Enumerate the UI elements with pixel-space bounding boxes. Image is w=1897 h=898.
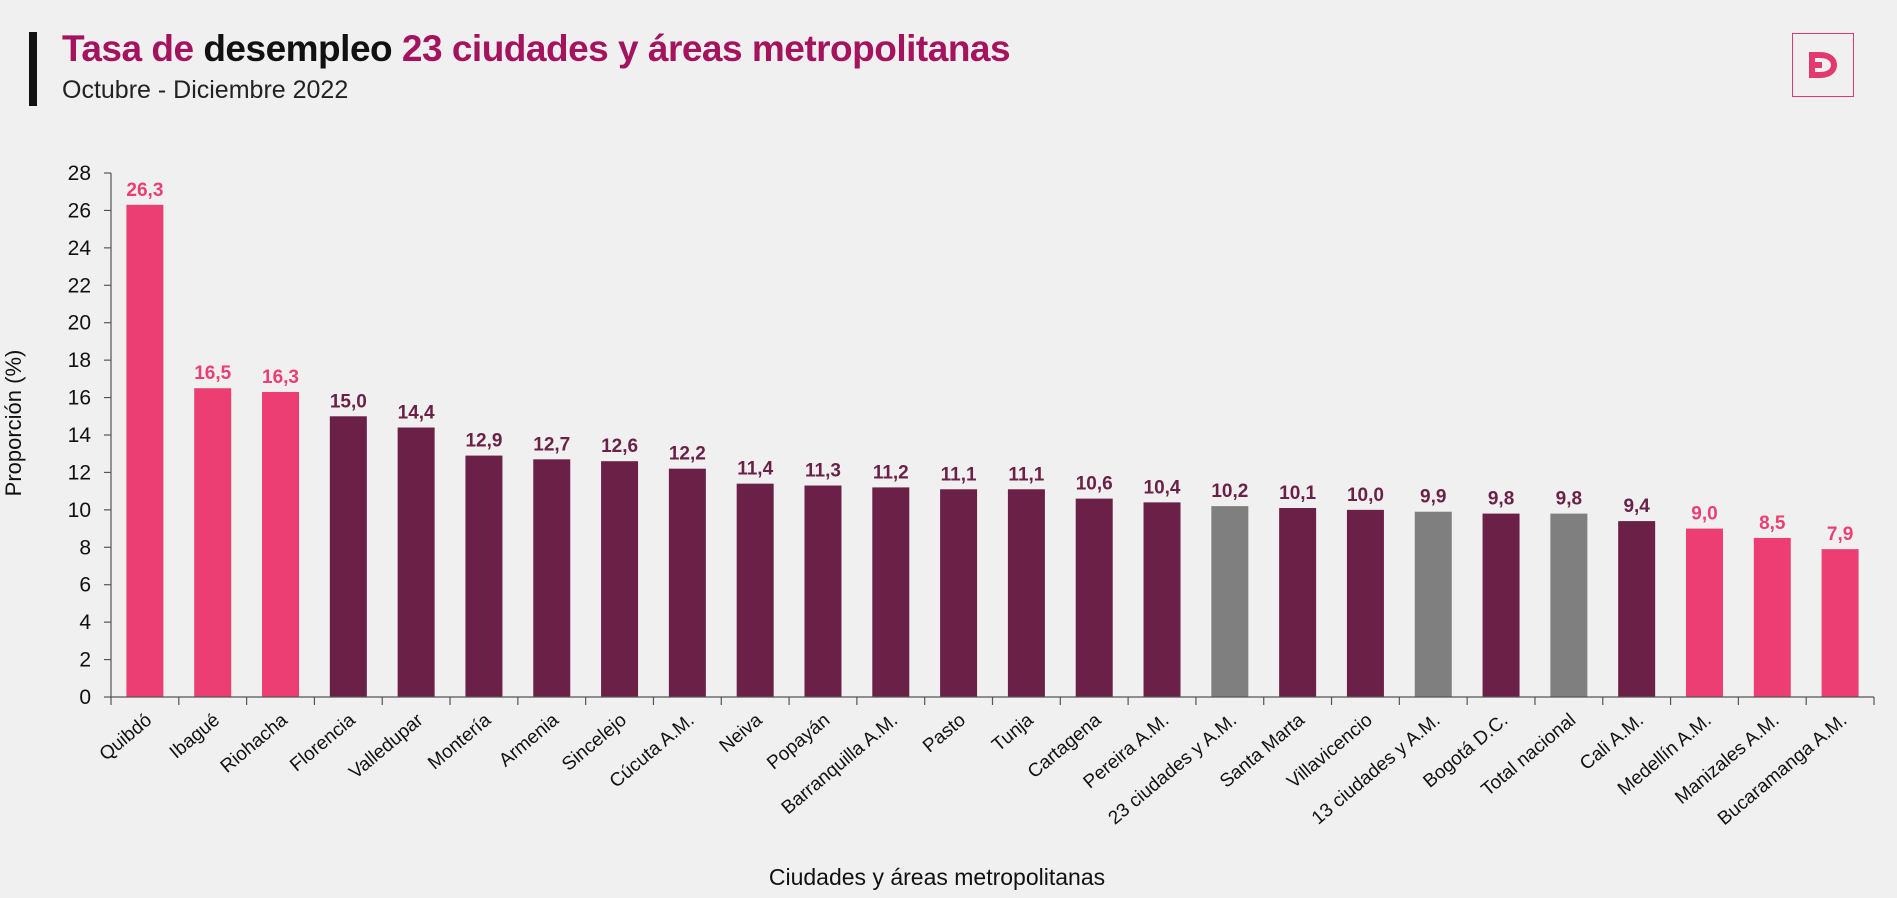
bar <box>872 487 910 697</box>
category-label: Montería <box>424 709 495 774</box>
category-label: Tunja <box>988 709 1038 755</box>
bar-series: 26,3 16,5 16,3 15,0 14,4 12,9 12,7 12,6 12,2 11,4… <box>126 180 1859 698</box>
data-label: 11,3 <box>805 461 841 482</box>
data-label: 11,1 <box>1008 464 1044 485</box>
bar <box>533 459 571 697</box>
bar <box>465 455 503 697</box>
y-tick-label: 24 <box>68 237 92 260</box>
data-label: 8,5 <box>1759 513 1786 534</box>
bar <box>1007 489 1045 697</box>
data-label: 9,8 <box>1488 489 1514 510</box>
data-label: 14,4 <box>398 403 435 424</box>
bar <box>940 489 978 697</box>
data-label: 15,0 <box>330 391 367 412</box>
data-label: 16,5 <box>194 363 231 384</box>
bar <box>1279 507 1317 697</box>
category-label: Barranquilla A.M. <box>778 710 902 819</box>
bar <box>1550 513 1588 697</box>
title-part-2: desempleo <box>203 28 393 69</box>
y-tick-label: 0 <box>79 686 91 709</box>
y-tick-label: 16 <box>68 387 91 410</box>
category-label: Armenia <box>495 709 563 771</box>
data-label: 12,9 <box>465 431 502 452</box>
y-tick-label: 4 <box>79 611 91 634</box>
bar <box>1143 502 1181 697</box>
chart-title: Tasa de desempleo 23 ciudades y áreas me… <box>62 28 1011 70</box>
y-tick-label: 2 <box>79 649 91 672</box>
data-label: 11,1 <box>941 464 977 485</box>
data-label: 10,0 <box>1347 485 1384 506</box>
y-tick-label: 10 <box>68 499 91 522</box>
y-tick-label: 22 <box>68 274 91 297</box>
d-glyph-icon <box>1809 52 1837 78</box>
y-tick-label: 20 <box>68 312 91 335</box>
category-label: Riohacha <box>217 709 292 777</box>
bar <box>1753 537 1791 697</box>
category-label: Valledupar <box>345 709 428 783</box>
data-label: 16,3 <box>262 367 299 388</box>
category-label: Neiva <box>716 709 767 757</box>
title-accent-bar <box>29 32 37 106</box>
data-label: 9,4 <box>1623 496 1650 517</box>
y-tick-label: 14 <box>68 424 92 447</box>
bar <box>601 461 639 697</box>
bar <box>1075 498 1113 697</box>
bar <box>1685 528 1723 697</box>
y-tick-label: 28 <box>68 162 91 185</box>
category-label: Pasto <box>919 710 970 757</box>
category-label: Bucaramanga A.M. <box>1714 710 1851 830</box>
data-label: 11,2 <box>873 462 909 483</box>
bar <box>1821 549 1859 697</box>
category-label: 23 ciudades y A.M. <box>1105 710 1241 829</box>
bar <box>329 416 367 697</box>
data-label: 26,3 <box>126 180 163 201</box>
data-label: 9,8 <box>1556 489 1582 510</box>
y-tick-label: 12 <box>68 461 91 484</box>
data-label: 12,2 <box>669 444 706 465</box>
bar <box>1211 506 1249 697</box>
chart-subtitle: Octubre - Diciembre 2022 <box>62 76 349 104</box>
y-axis-label: Proporción (%) <box>1 350 26 497</box>
bar <box>262 391 300 697</box>
title-part-1: Tasa de <box>62 28 194 69</box>
bar <box>1414 511 1452 697</box>
bar <box>1482 513 1520 697</box>
data-label: 10,1 <box>1279 483 1316 504</box>
bar <box>804 485 842 697</box>
data-label: 12,6 <box>601 436 638 457</box>
bar <box>1618 521 1656 697</box>
category-label: 13 ciudades y A.M. <box>1308 710 1444 829</box>
data-label: 9,0 <box>1691 504 1717 525</box>
data-label: 10,6 <box>1076 474 1113 495</box>
data-label: 10,2 <box>1211 481 1248 502</box>
bar <box>397 427 435 697</box>
x-axis: Quibdó IbaguéRiohachaFlorenciaValleduparM… <box>96 696 1875 830</box>
bar <box>736 483 774 697</box>
data-label: 12,7 <box>533 434 570 455</box>
y-tick-label: 26 <box>68 199 91 222</box>
data-label: 7,9 <box>1827 524 1853 545</box>
data-label: 11,4 <box>737 459 773 480</box>
bar <box>126 204 164 698</box>
x-axis-label: Ciudades y áreas metropolitanas <box>769 864 1105 890</box>
category-label: Ibagué <box>166 710 224 763</box>
y-tick-label: 18 <box>68 349 91 372</box>
category-label: Quibdó <box>96 710 156 765</box>
data-label: 10,4 <box>1144 477 1181 498</box>
data-label: 9,9 <box>1420 487 1446 508</box>
dane-d-logo-icon <box>1792 33 1854 97</box>
bar <box>668 468 706 697</box>
bar <box>194 388 232 697</box>
y-tick-label: 8 <box>79 536 91 559</box>
bar <box>1346 509 1384 697</box>
title-part-3: 23 ciudades y áreas metropolitanas <box>401 28 1011 69</box>
y-tick-label: 6 <box>79 574 91 597</box>
